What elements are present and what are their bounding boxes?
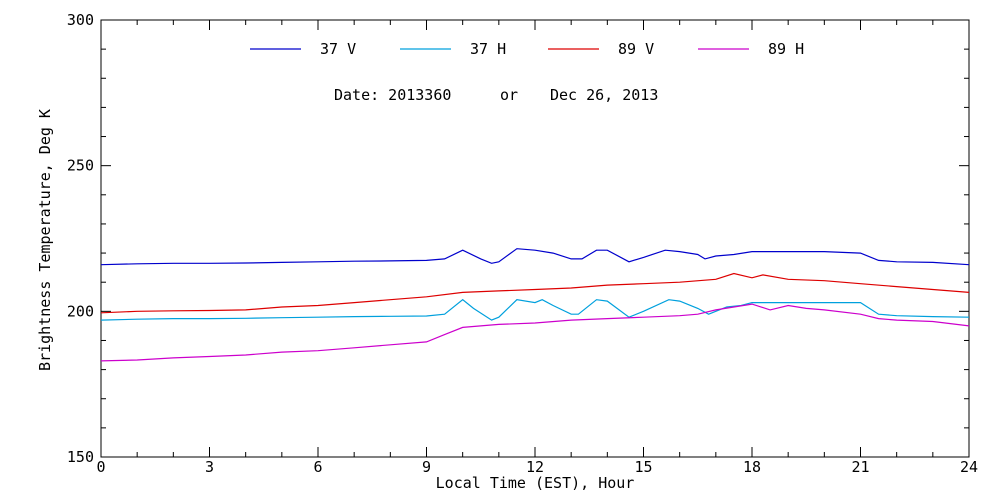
axis-ticks xyxy=(100,19,970,458)
series-line xyxy=(100,272,970,314)
x-axis-label: Local Time (EST), Hour xyxy=(436,474,635,492)
or-label: or xyxy=(500,86,518,104)
legend-label: 37 V xyxy=(320,40,356,58)
series-lines xyxy=(100,248,970,362)
legend: 37 V 37 H 89 V 89 H xyxy=(250,40,804,58)
tick-labels: 0 3 6 9 12 15 18 21 24 150 200 250 300 xyxy=(67,11,978,476)
x-tick-label: 9 xyxy=(422,458,431,476)
date-text: Dec 26, 2013 xyxy=(550,86,658,104)
legend-label: 89 V xyxy=(618,40,654,58)
y-axis-label: Brightness Temperature, Deg K xyxy=(36,109,54,371)
plot-frame xyxy=(100,19,970,458)
x-tick-label: 18 xyxy=(743,458,761,476)
y-tick-label: 250 xyxy=(67,157,94,175)
x-tick-label: 3 xyxy=(205,458,214,476)
x-tick-label: 21 xyxy=(851,458,869,476)
date-label: Date: 2013360 xyxy=(334,86,451,104)
legend-label: 37 H xyxy=(470,40,506,58)
y-tick-label: 200 xyxy=(67,302,94,320)
series-line xyxy=(100,303,970,362)
y-tick-label: 150 xyxy=(67,448,94,466)
series-line xyxy=(100,298,970,321)
x-tick-label: 15 xyxy=(634,458,652,476)
legend-label: 89 H xyxy=(768,40,804,58)
x-tick-label: 12 xyxy=(526,458,544,476)
series-line xyxy=(100,248,970,266)
x-tick-label: 6 xyxy=(313,458,322,476)
x-tick-label: 0 xyxy=(96,458,105,476)
x-tick-label: 24 xyxy=(960,458,978,476)
y-tick-label: 300 xyxy=(67,11,94,29)
